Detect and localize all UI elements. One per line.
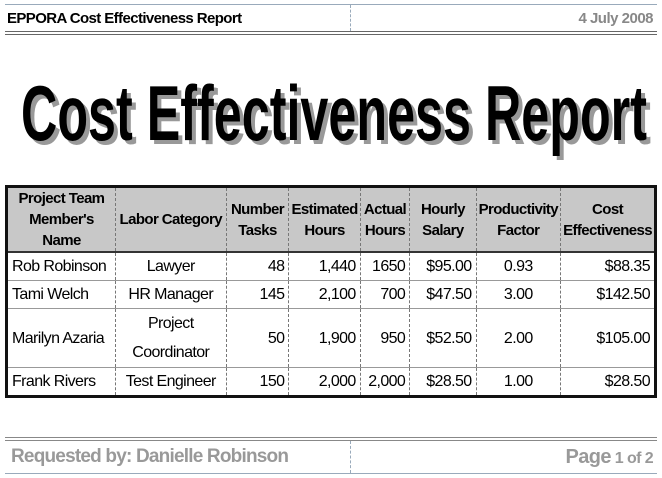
table-row: Rob Robinson Lawyer 48 1,440 1650 $95.00 0.93 $… — [6, 251, 656, 281]
table-body: Rob Robinson Lawyer 48 1,440 1650 $95.00 0.93 $… — [6, 251, 656, 397]
table-row: Frank Rivers Test Engineer 150 2,000 2,000 $2… — [6, 367, 656, 397]
table-cell: Test Engineer — [114, 367, 227, 397]
table-cell: 1650 — [359, 251, 410, 281]
table-cell: 145 — [225, 280, 289, 309]
table-cell: HR Manager — [114, 280, 227, 309]
column-header: Project Team Member's Name — [6, 186, 116, 253]
table-cell: $52.50 — [409, 308, 477, 368]
separator — [350, 5, 351, 31]
table-cell: 2,000 — [359, 367, 410, 397]
page-indicator: Page 1 of 2 — [565, 446, 654, 469]
table-cell: Lawyer — [114, 251, 227, 281]
table-cell: $28.50 — [409, 367, 477, 397]
table-cell: 150 — [225, 367, 289, 397]
column-header: Labor Category — [114, 186, 227, 253]
table-cell: 700 — [359, 280, 410, 309]
separator — [350, 441, 351, 473]
header-date: 4 July 2008 — [578, 10, 653, 27]
header-title: EPPORA Cost Effectiveness Report — [7, 10, 242, 27]
table-cell: Tami Welch — [6, 280, 116, 309]
title-area: Cost Effectiveness Report Cost Effective… — [21, 69, 651, 161]
table-row: Marilyn Azaria Project Coordinator 50 1,900… — [6, 308, 656, 368]
table-cell: 0.93 — [475, 251, 561, 281]
table-cell: $95.00 — [409, 251, 477, 281]
header-row: Project Team Member's Name Labor Category… — [6, 186, 656, 253]
table-cell: Project Coordinator — [114, 308, 227, 368]
title-shadow: Cost Effectiveness Report — [25, 73, 651, 161]
column-header: Estimated Hours — [288, 186, 361, 253]
page-label: Page — [565, 446, 612, 468]
table-cell: 50 — [225, 308, 289, 368]
column-header: Hourly Salary — [409, 186, 477, 253]
page-footer: Requested by: Danielle Robinson Page 1 o… — [5, 437, 657, 474]
table-cell: 1.00 — [475, 367, 561, 397]
table-cell: Marilyn Azaria — [6, 308, 116, 368]
table-cell: $28.50 — [560, 367, 656, 397]
requested-by: Requested by: Danielle Robinson — [11, 446, 289, 467]
table-cell: 950 — [359, 308, 410, 368]
table-cell: 3.00 — [475, 280, 561, 309]
table-cell: Frank Rivers — [6, 367, 116, 397]
report-table: Project Team Member's Name Labor Category… — [5, 185, 657, 398]
page-header: EPPORA Cost Effectiveness Report 4 July … — [5, 4, 657, 35]
table-cell: 2,100 — [288, 280, 361, 309]
report-title: Cost Effectiveness Report — [21, 69, 647, 157]
table-cell: 48 — [225, 251, 289, 281]
column-header: Productivity Factor — [475, 186, 561, 253]
table-cell: 1,900 — [288, 308, 361, 368]
table-cell: $88.35 — [560, 251, 656, 281]
table-cell: 2.00 — [475, 308, 561, 368]
table-cell: $47.50 — [409, 280, 477, 309]
table-cell: $105.00 — [560, 308, 656, 368]
column-header: Actual Hours — [359, 186, 410, 253]
page-number: 1 of 2 — [614, 450, 654, 467]
table-row: Tami Welch HR Manager 145 2,100 700 $47.50 3.0… — [6, 280, 656, 309]
table-cell: 2,000 — [288, 367, 361, 397]
table-cell: Rob Robinson — [6, 251, 116, 281]
column-header: Cost Effectiveness — [560, 186, 656, 253]
table-cell: $142.50 — [560, 280, 656, 309]
column-header: Number Tasks — [225, 186, 289, 253]
table-cell: 1,440 — [288, 251, 361, 281]
